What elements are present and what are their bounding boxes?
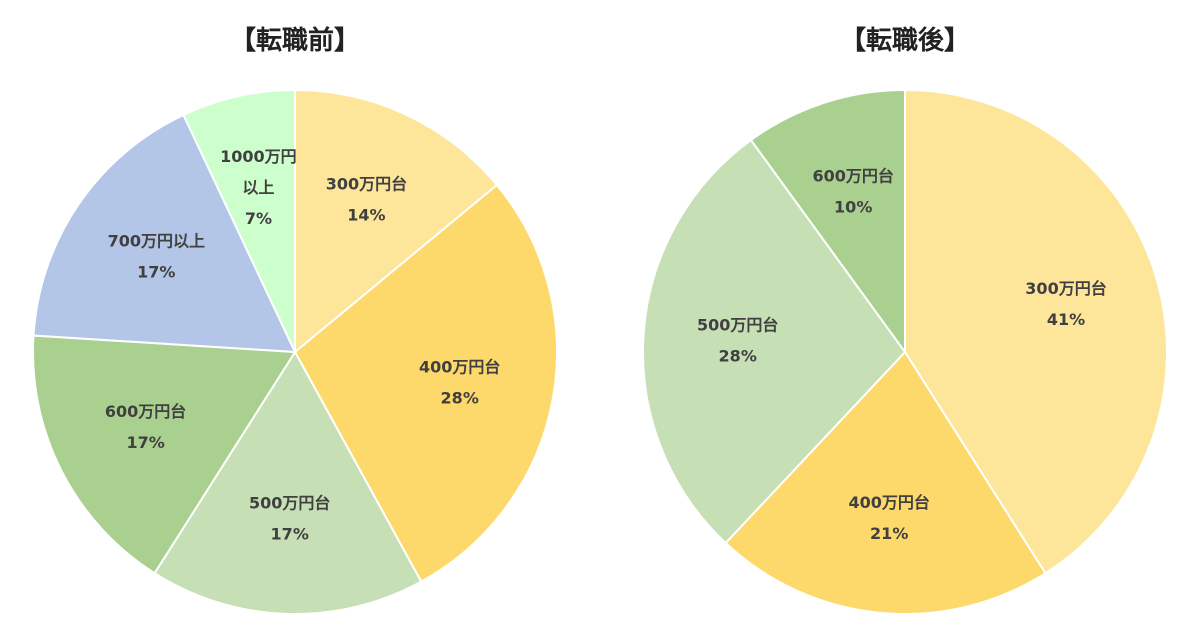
slice-name-after-1-0: 400万円台 [848, 493, 929, 512]
pie-slice-after-0 [904, 88, 1168, 575]
slice-name-before-3-0: 600万円台 [105, 402, 186, 421]
pie-slice-before-4 [32, 113, 297, 354]
slice-label-after-2: 500万円台 28% [697, 316, 778, 366]
slice-value-after-2: 28% [719, 347, 757, 366]
slice-name-after-2-0: 500万円台 [697, 316, 778, 335]
slice-label-after-0: 300万円台 41% [1025, 279, 1106, 329]
slice-value-after-0: 41% [1047, 310, 1085, 329]
slice-name-before-4-0: 700万円以上 [108, 232, 205, 251]
pie-chart-after: 300万円台 41% 400万円台 21% 500万円台 28% 600万円台 10% [642, 88, 1168, 615]
pie-slice-after-2 [642, 138, 907, 545]
slice-label-after-3: 600万円台 10% [812, 167, 893, 217]
pie-slice-before-5 [182, 88, 296, 353]
slice-name-before-5-0: 1000万円 [220, 147, 297, 166]
pie-slice-after-1 [724, 350, 1047, 615]
slice-value-before-4: 17% [137, 263, 175, 282]
chart-title-after: 【転職後】 [839, 26, 970, 56]
slice-value-before-0: 14% [347, 205, 385, 224]
slice-label-before-4: 700万円以上 17% [108, 232, 205, 282]
slice-name-after-0-0: 300万円台 [1025, 279, 1106, 298]
slice-name-before-0-0: 300万円台 [326, 174, 407, 193]
pie-slice-before-0 [294, 88, 499, 355]
slice-name-before-2-0: 500万円台 [249, 494, 330, 513]
slice-value-before-1: 28% [441, 388, 479, 407]
slice-value-before-5: 7% [245, 209, 272, 228]
slice-label-before-1: 400万円台 28% [419, 357, 500, 407]
slice-name-before-5-1: 以上 [242, 178, 274, 197]
slice-value-before-3: 17% [126, 433, 164, 452]
slice-value-after-1: 21% [870, 524, 908, 543]
pie-slice-before-3 [32, 334, 297, 575]
slice-name-after-3-0: 600万円台 [812, 167, 893, 186]
slice-label-before-2: 500万円台 17% [249, 494, 330, 544]
pie-slice-before-1 [293, 183, 558, 583]
slice-name-before-1-0: 400万円台 [419, 357, 500, 376]
chart-title-before: 【転職前】 [229, 26, 360, 56]
pie-slice-after-3 [749, 88, 906, 356]
slice-value-before-2: 17% [271, 525, 309, 544]
slice-label-before-3: 600万円台 17% [105, 402, 186, 452]
pie-slice-before-2 [153, 350, 423, 615]
slice-label-after-1: 400万円台 21% [848, 493, 929, 543]
slice-value-after-3: 10% [834, 198, 872, 217]
pie-chart-before: 300万円台14%400万円台28%500万円台17%600万円台17%700万… [32, 88, 558, 615]
slice-label-before-0: 300万円台 14% [326, 174, 407, 224]
